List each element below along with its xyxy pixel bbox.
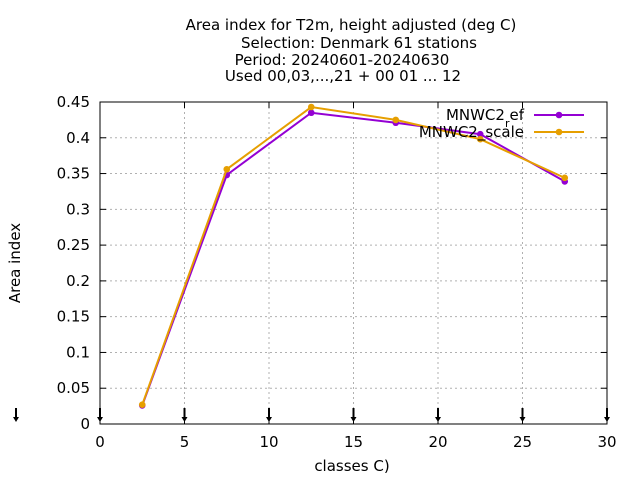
series-point-1 xyxy=(223,165,231,173)
y-axis-label: Area index xyxy=(6,223,24,303)
y-tick-labels: 0 0.05 0.1 0.15 0.2 0.25 0.3 0.35 0.4 0.45 xyxy=(57,93,90,433)
series-point-1 xyxy=(392,116,400,124)
series-layer xyxy=(138,103,569,409)
legend-label-tail: ef xyxy=(509,106,524,124)
margin-arrowhead xyxy=(13,417,19,422)
legend-marker-1 xyxy=(555,128,563,136)
title-line-4: Used 00,03,...,21 + 00 01 ... 12 xyxy=(225,67,461,85)
y-tick-label: 0.1 xyxy=(66,343,90,361)
series-point-1 xyxy=(561,174,569,182)
y-tick-label: 0.25 xyxy=(57,236,90,254)
x-axis-arrowhead xyxy=(519,417,526,422)
grid xyxy=(100,102,607,424)
x-tick-label: 15 xyxy=(344,433,363,451)
title-line-2: Selection: Denmark 61 stations xyxy=(241,34,477,52)
legend-label-tail: _scale xyxy=(477,123,524,142)
series-point-0 xyxy=(476,130,484,138)
series-line-1 xyxy=(141,105,566,406)
y-tick-label: 0.2 xyxy=(66,272,90,290)
series-point-1 xyxy=(476,135,484,143)
x-axis-label: classes C) xyxy=(314,457,389,475)
legend-label-1: MNWC2_scale xyxy=(419,123,524,142)
x-tick-label: 20 xyxy=(428,433,447,451)
title-line-1: Area index for T2m, height adjusted (deg… xyxy=(186,16,517,34)
legend-marker-0 xyxy=(555,111,563,119)
y-tick-label: 0.05 xyxy=(57,379,90,397)
x-axis-arrowhead xyxy=(435,417,441,422)
series-line-0 xyxy=(141,111,566,406)
y-tick-label: 0.15 xyxy=(57,308,90,326)
x-axis-arrows xyxy=(13,408,610,422)
x-axis-arrowhead xyxy=(181,417,188,422)
series-point-1 xyxy=(307,103,315,111)
x-tick-label: 5 xyxy=(180,433,190,451)
x-axis-arrowhead xyxy=(266,417,272,422)
chart-title: Area index for T2m, height adjusted (deg… xyxy=(186,16,517,85)
y-tick-label: 0.35 xyxy=(57,165,90,183)
x-tick-label: 30 xyxy=(597,433,616,451)
x-tick-label: 0 xyxy=(95,433,105,451)
y-tick-label: 0.45 xyxy=(57,93,90,111)
y-tick-label: 0.3 xyxy=(66,200,90,218)
x-tick-label: 10 xyxy=(259,433,278,451)
series-point-1 xyxy=(138,401,146,408)
x-axis-arrowhead xyxy=(604,417,610,422)
y-tick-label: 0.4 xyxy=(66,129,90,147)
series-point-0 xyxy=(307,109,315,117)
x-tick-label: 25 xyxy=(513,433,532,451)
x-axis-arrowhead xyxy=(97,417,103,422)
x-axis-arrowhead xyxy=(350,417,357,422)
title-line-3: Period: 20240601-20240630 xyxy=(235,51,450,69)
y-tick-label: 0 xyxy=(80,415,90,433)
legend-label-subscript: r xyxy=(505,117,510,130)
x-tick-labels: 0 5 10 15 20 25 30 xyxy=(95,433,616,451)
